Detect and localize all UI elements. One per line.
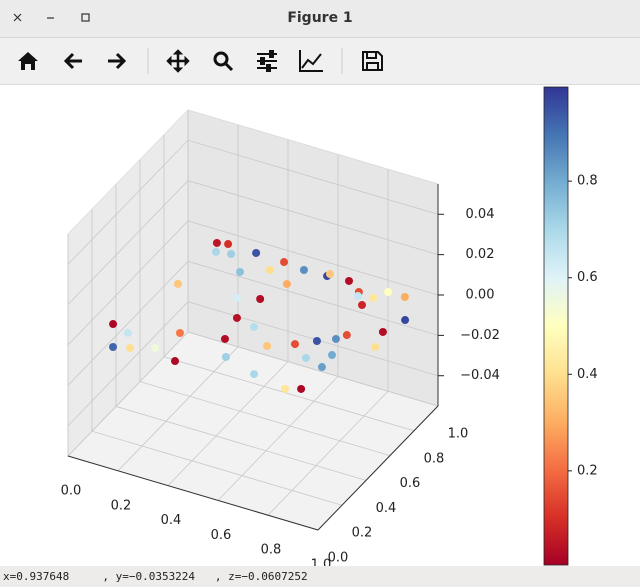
data-point (371, 343, 380, 352)
data-point (232, 294, 241, 303)
toolbar-icons (18, 48, 383, 74)
data-point (126, 344, 135, 353)
x-tick-label: 0.6 (211, 528, 232, 543)
data-point (280, 258, 289, 267)
colorbar-tick-label: 0.2 (577, 463, 598, 478)
data-point (123, 328, 132, 337)
x-tick-label: 0.4 (161, 513, 182, 528)
window-title: Figure 1 (287, 10, 353, 26)
x-tick-label: 0.0 (61, 484, 82, 499)
colorbar-tick-label: 0.8 (577, 174, 598, 189)
data-point (312, 337, 321, 345)
grid-line (67, 180, 439, 305)
data-point (301, 354, 310, 363)
data-point (252, 248, 261, 257)
data-point (384, 288, 393, 297)
data-point (109, 320, 118, 329)
data-point (400, 292, 409, 301)
close-button[interactable] (13, 13, 22, 22)
data-point (220, 334, 229, 343)
edit-axis-button[interactable] (299, 50, 323, 72)
data-point (235, 267, 244, 276)
data-point (173, 279, 182, 288)
x-axis (67, 455, 319, 531)
pan-button[interactable] (166, 49, 190, 73)
data-point (280, 384, 289, 393)
data-point (327, 351, 336, 360)
data-point (221, 352, 230, 361)
maximize-button[interactable] (81, 13, 90, 22)
data-point (317, 363, 326, 372)
x-tick-label: 0.8 (261, 543, 282, 558)
grid-line (67, 301, 439, 427)
colorbar-tick-label: 0.4 (577, 367, 598, 382)
grid-line (67, 220, 439, 346)
data-point (250, 370, 259, 379)
home-button[interactable] (18, 52, 38, 70)
data-point (256, 294, 265, 303)
data-point (353, 292, 362, 301)
data-point (263, 342, 272, 351)
data-point (345, 276, 354, 285)
data-point (378, 327, 387, 336)
toolbar (0, 38, 640, 85)
y-tick-label: 1.0 (448, 427, 469, 442)
grid-line (67, 260, 439, 386)
data-point (358, 301, 367, 310)
data-point (249, 322, 258, 331)
grid-line (67, 139, 439, 265)
data-point (265, 265, 274, 274)
back-button[interactable] (63, 52, 82, 70)
z-tick-label: 0.04 (466, 207, 495, 222)
data-point (151, 343, 160, 352)
save-button[interactable] (362, 51, 383, 71)
data-point (224, 240, 233, 249)
forward-button[interactable] (108, 52, 127, 70)
zoom-button[interactable] (213, 51, 234, 72)
status-bar: x=0.937648 , y=−0.0353224 , z=−0.0607252 (0, 566, 640, 587)
grid-line (187, 110, 439, 407)
y-axis (317, 405, 439, 531)
y-tick-label: 0.6 (400, 476, 421, 491)
window-controls (13, 13, 90, 22)
figure: 0.00.20.40.60.81.00.00.20.40.60.81.0−0.0… (61, 86, 598, 567)
x-tick-label: 0.2 (111, 498, 132, 513)
z-tick-label: 0.00 (466, 288, 495, 303)
y-tick-label: 0.8 (424, 451, 445, 466)
grid-line (163, 134, 415, 432)
data-point (299, 266, 308, 274)
y-tick-label: 0.2 (352, 526, 373, 541)
y-tick-label: 0.0 (328, 551, 349, 566)
data-point (227, 249, 236, 258)
data-point (282, 279, 291, 288)
data-point (342, 331, 351, 340)
data-point (401, 316, 410, 325)
configure-button[interactable] (257, 50, 277, 72)
data-point (325, 270, 334, 279)
title-bar: Figure 1 (0, 0, 640, 38)
data-point (212, 238, 221, 247)
grid-line (115, 184, 367, 481)
colorbar (543, 86, 569, 566)
z-tick-label: 0.02 (466, 247, 495, 262)
data-point (232, 313, 241, 322)
x-tick-label: 1.0 (311, 558, 332, 567)
z-tick-label: −0.04 (460, 368, 500, 383)
y-tick-label: 0.4 (376, 501, 397, 516)
grid-line (91, 209, 343, 506)
grid-line (139, 159, 391, 456)
z-tick-label: −0.02 (460, 328, 500, 343)
data-point (297, 384, 306, 393)
data-point (211, 247, 220, 256)
data-point (331, 334, 340, 343)
data-point (290, 340, 299, 349)
data-point (369, 293, 378, 302)
colorbar-tick-label: 0.6 (577, 270, 598, 285)
data-point (171, 357, 180, 366)
data-point (175, 328, 184, 337)
data-point (109, 343, 118, 351)
